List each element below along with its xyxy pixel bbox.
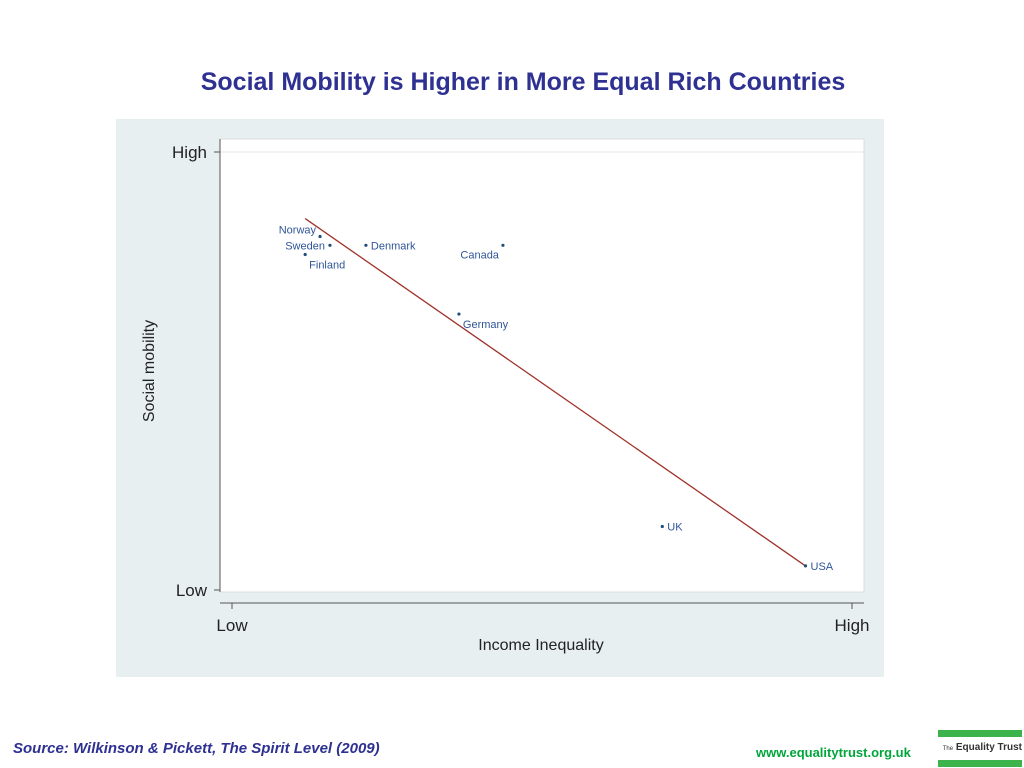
- data-point-uk: [660, 524, 664, 529]
- data-point-norway: [318, 234, 322, 239]
- y-tick-label: High: [172, 143, 207, 162]
- data-points: Norway Sweden Finland Denmark Canada Germany U…: [279, 225, 834, 573]
- y-tick-label: Low: [176, 581, 208, 600]
- data-label-norway: Norway: [279, 225, 317, 237]
- logo-bar-top: [938, 730, 1022, 737]
- data-label-finland: Finland: [309, 259, 345, 271]
- trend-line: [304, 218, 806, 567]
- x-axis-title: Income Inequality: [478, 637, 603, 654]
- data-point-germany: [457, 312, 461, 316]
- x-axis-ticks: Low High: [216, 603, 869, 635]
- data-label-canada: Canada: [460, 249, 499, 261]
- data-point-canada: [501, 243, 505, 247]
- logo-name: Equality Trust: [955, 742, 1022, 753]
- data-label-usa: USA: [811, 561, 834, 573]
- y-axis-title: Social mobility: [141, 320, 158, 422]
- data-label-sweden: Sweden: [285, 240, 325, 252]
- data-point-finland: [303, 252, 307, 257]
- x-tick-label: Low: [216, 616, 248, 635]
- y-axis-ticks: Low High: [172, 143, 220, 600]
- equality-trust-logo: The Equality Trust: [938, 730, 1022, 768]
- logo-bar-bottom: [938, 760, 1022, 767]
- source-citation: Source: Wilkinson & Pickett, The Spirit …: [13, 740, 380, 757]
- plot-area: [219, 138, 865, 593]
- data-point-usa: [803, 564, 808, 568]
- data-point-sweden: [328, 243, 332, 247]
- chart-panel: Low High Low High Norway Sweden Finland Denma…: [116, 119, 884, 677]
- data-point-denmark: [364, 243, 368, 247]
- scatter-chart: Low High Low High Norway Sweden Finland Denma…: [141, 138, 869, 654]
- data-label-denmark: Denmark: [371, 240, 416, 252]
- data-label-uk: UK: [667, 521, 683, 533]
- data-label-germany: Germany: [463, 319, 509, 331]
- website-link[interactable]: www.equalitytrust.org.uk: [756, 745, 911, 760]
- logo-prefix: The: [942, 746, 954, 752]
- logo-text: The Equality Trust: [938, 742, 1022, 753]
- x-tick-label: High: [835, 616, 870, 635]
- slide-title: Social Mobility is Higher in More Equal …: [200, 68, 846, 96]
